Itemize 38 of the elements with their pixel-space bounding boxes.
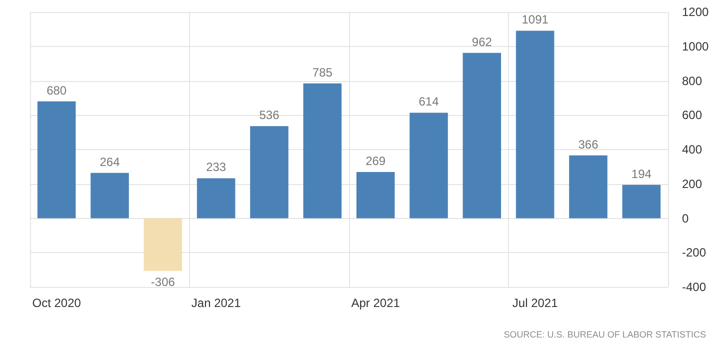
data-label: 233 xyxy=(206,160,226,174)
bar xyxy=(303,83,342,218)
y-tick-label: 600 xyxy=(682,108,702,122)
bar xyxy=(410,112,448,218)
y-tick-label: -400 xyxy=(682,280,706,294)
bar xyxy=(622,184,661,218)
data-label: 1091 xyxy=(522,12,549,27)
y-tick-label: 800 xyxy=(682,74,702,88)
bar xyxy=(144,218,182,271)
y-tick-label: 1200 xyxy=(682,5,710,19)
source-note: SOURCE: U.S. BUREAU OF LABOR STATISTICS xyxy=(504,330,706,340)
data-label: 269 xyxy=(366,154,386,168)
data-label: 680 xyxy=(46,83,67,98)
bar xyxy=(196,178,236,218)
data-label: 536 xyxy=(259,108,280,122)
bar xyxy=(37,101,76,218)
bar xyxy=(250,126,288,218)
data-label: 785 xyxy=(312,65,333,80)
data-label: 366 xyxy=(578,137,599,152)
bar xyxy=(356,172,395,218)
x-tick-label: Jul 2021 xyxy=(512,296,558,310)
bar xyxy=(462,52,502,218)
data-label: 194 xyxy=(631,166,652,181)
bar xyxy=(516,30,554,218)
x-tick-label: Jan 2021 xyxy=(191,296,242,310)
y-tick-label: -200 xyxy=(682,246,706,260)
data-label: 614 xyxy=(418,94,440,109)
x-tick-label: Oct 2020 xyxy=(32,296,82,310)
data-label: -306 xyxy=(150,274,176,289)
data-label: 264 xyxy=(100,154,120,169)
y-tick-label: 200 xyxy=(682,176,702,191)
data-label: 962 xyxy=(472,34,492,49)
y-tick-label: 400 xyxy=(682,142,702,156)
y-tick-label: 0 xyxy=(682,211,689,226)
bar xyxy=(569,155,608,218)
y-tick-label: 1000 xyxy=(682,39,710,54)
bar xyxy=(90,172,129,218)
x-tick-label: Apr 2021 xyxy=(351,296,400,310)
